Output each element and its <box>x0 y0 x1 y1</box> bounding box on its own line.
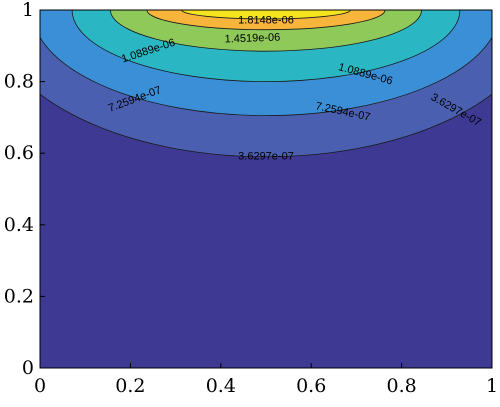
y-tick-label: 0.2 <box>4 285 34 307</box>
y-tick-label: 1 <box>22 0 34 21</box>
x-tick-label: 0.6 <box>296 375 326 397</box>
contour-line <box>110 10 422 52</box>
contour-line <box>40 93 492 158</box>
plot-frame <box>39 9 493 369</box>
contour-line <box>146 10 386 31</box>
contour-lines <box>40 10 492 158</box>
x-tick-label: 0.2 <box>115 375 145 397</box>
x-tick-label: 0.8 <box>386 375 416 397</box>
y-axis: 0 0.2 0.4 0.6 0.8 1 <box>4 0 45 379</box>
contour-line <box>40 36 492 116</box>
y-tick-label: 0.8 <box>4 71 34 93</box>
y-tick-label: 0.6 <box>4 142 34 164</box>
contour-line <box>71 10 461 82</box>
contour-line <box>181 10 351 20</box>
contour-level-region <box>181 10 351 19</box>
plot-area <box>40 10 492 368</box>
x-axis: 0 0.2 0.4 0.6 0.8 1 <box>34 363 498 397</box>
contour-label: 3.6297e-07 <box>238 151 294 163</box>
y-tick-label: 0.4 <box>4 214 34 236</box>
contour-label: 1.8148e-06 <box>238 15 294 27</box>
x-tick-label: 1 <box>486 375 498 397</box>
y-tick-label: 0 <box>22 357 34 379</box>
x-tick-label: 0.4 <box>206 375 236 397</box>
contour-label: 1.4519e-06 <box>224 32 280 46</box>
x-tick-label: 0 <box>34 375 46 397</box>
